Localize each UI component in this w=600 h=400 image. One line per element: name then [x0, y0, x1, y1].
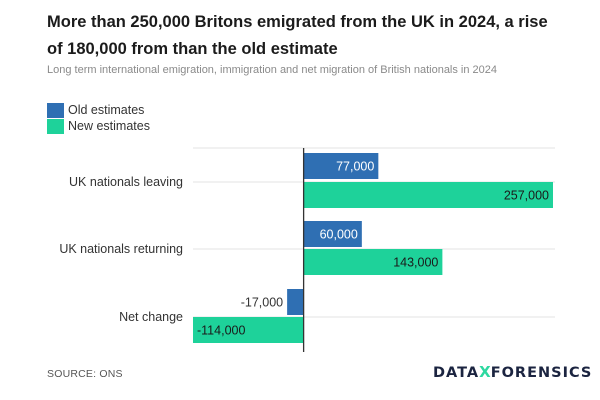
bar-old-uk-nationals-leaving — [303, 153, 379, 179]
value-label-old-uk-nationals-leaving: 77,000 — [336, 160, 374, 174]
legend-swatch-old — [47, 102, 64, 118]
value-label-old-uk-nationals-returning: 60,000 — [320, 228, 358, 242]
logo-x-mark: X — [479, 363, 491, 381]
brand-logo: DATAXFORENSICS — [433, 363, 592, 381]
legend: Old estimates New estimates — [47, 102, 150, 134]
legend-item-old: Old estimates — [47, 102, 150, 118]
value-label-new-uk-nationals-returning: 143,000 — [393, 256, 438, 270]
category-label-uk-nationals-returning: UK nationals returning — [59, 242, 183, 256]
logo-part-data: DATA — [433, 365, 480, 381]
value-label-old-net-change: -17,000 — [241, 296, 283, 310]
value-label-new-net-change: -114,000 — [197, 324, 245, 338]
logo-part-forensics: FORENSICS — [490, 365, 593, 381]
chart-title: More than 250,000 Britons emigrated from… — [47, 13, 548, 58]
category-label-net-change: Net change — [119, 310, 183, 324]
source-note: SOURCE: ONS — [47, 368, 123, 380]
value-label-new-uk-nationals-leaving: 257,000 — [504, 189, 549, 203]
legend-item-new: New estimates — [47, 118, 150, 134]
bar-new-net-change — [193, 317, 304, 343]
bar-new-uk-nationals-returning — [303, 249, 443, 275]
chart-subtitle: Long term international emigration, immi… — [47, 64, 498, 76]
legend-label-new: New estimates — [68, 119, 150, 133]
bar-old-net-change — [287, 289, 304, 315]
bar-new-uk-nationals-leaving — [303, 182, 553, 208]
category-label-uk-nationals-leaving: UK nationals leaving — [69, 175, 183, 189]
bar-old-uk-nationals-returning — [303, 221, 362, 247]
legend-label-old: Old estimates — [68, 103, 145, 117]
legend-swatch-new — [47, 118, 64, 134]
